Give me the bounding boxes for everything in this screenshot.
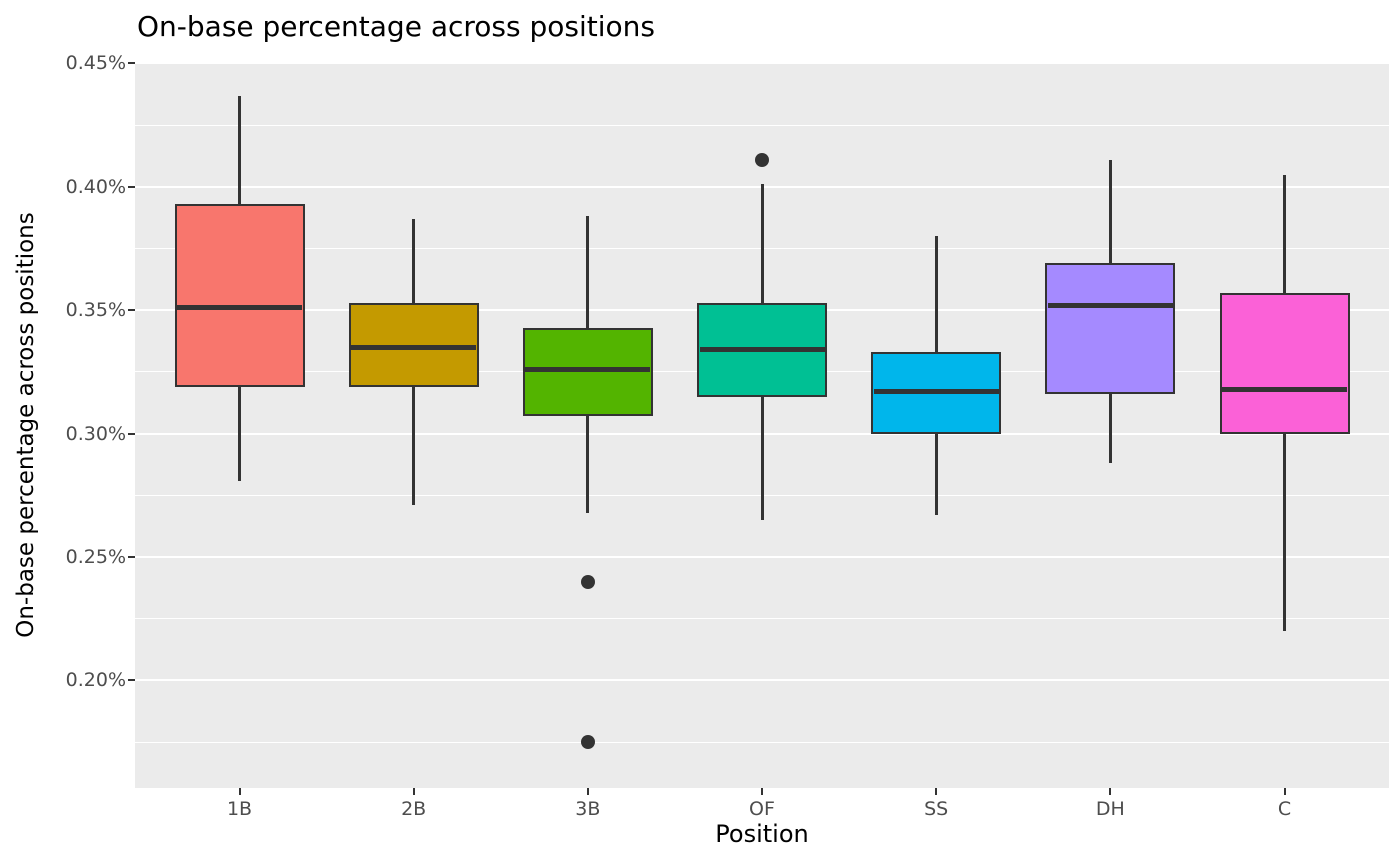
median-C — [1222, 386, 1347, 392]
box-C — [1219, 292, 1350, 434]
chart-title: On-base percentage across positions — [137, 10, 655, 43]
plot-panel — [135, 62, 1389, 788]
x-tick-mark — [761, 788, 763, 795]
y-tick-label: 0.45% — [65, 52, 126, 75]
median-3B — [525, 366, 651, 372]
gridline-major — [135, 62, 1389, 65]
x-tick-mark — [412, 788, 415, 795]
gridline-minor — [135, 618, 1389, 620]
x-tick-label-3B: 3B — [575, 798, 601, 820]
outlier-OF — [755, 152, 769, 167]
y-tick-mark — [128, 432, 135, 435]
box-1B — [174, 204, 305, 387]
median-OF — [699, 347, 825, 353]
x-tick-mark — [1109, 788, 1112, 795]
median-1B — [177, 305, 302, 311]
y-tick-mark — [128, 556, 135, 559]
y-tick-label: 0.20% — [65, 669, 126, 692]
y-tick-label: 0.40% — [65, 175, 126, 198]
x-tick-label-SS: SS — [924, 798, 949, 820]
x-tick-label-OF: OF — [749, 798, 775, 820]
median-DH — [1047, 302, 1173, 308]
gridline-minor — [135, 124, 1389, 126]
gridline-major — [135, 556, 1389, 559]
y-tick-label: 0.35% — [65, 299, 126, 322]
x-tick-mark — [935, 788, 938, 795]
median-SS — [873, 389, 999, 395]
x-tick-label-DH: DH — [1095, 798, 1125, 820]
median-2B — [351, 344, 477, 350]
x-tick-mark — [586, 788, 589, 795]
x-tick-mark — [238, 788, 241, 795]
x-tick-label-C: C — [1277, 798, 1292, 820]
gridline-minor — [135, 741, 1389, 743]
y-tick-mark — [128, 62, 135, 65]
y-axis-title: On-base percentage across positions — [13, 212, 39, 638]
x-tick-mark — [1283, 788, 1286, 795]
gridline-major — [135, 679, 1389, 682]
outlier-3B — [580, 735, 595, 750]
y-tick-mark — [128, 679, 135, 682]
box-DH — [1045, 263, 1176, 395]
y-tick-mark — [128, 185, 135, 188]
x-axis-title: Position — [715, 820, 809, 848]
y-tick-label: 0.30% — [65, 422, 126, 445]
y-tick-label: 0.25% — [65, 546, 126, 569]
outlier-3B — [580, 574, 595, 589]
x-tick-label-2B: 2B — [401, 798, 427, 820]
x-tick-label-1B: 1B — [226, 798, 253, 820]
y-tick-mark — [128, 309, 135, 312]
